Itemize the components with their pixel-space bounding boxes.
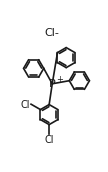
Text: P: P <box>49 79 56 89</box>
Text: Cl-: Cl- <box>44 28 59 38</box>
Text: Cl: Cl <box>21 100 30 110</box>
Text: Cl: Cl <box>44 135 54 145</box>
Text: +: + <box>56 76 63 84</box>
